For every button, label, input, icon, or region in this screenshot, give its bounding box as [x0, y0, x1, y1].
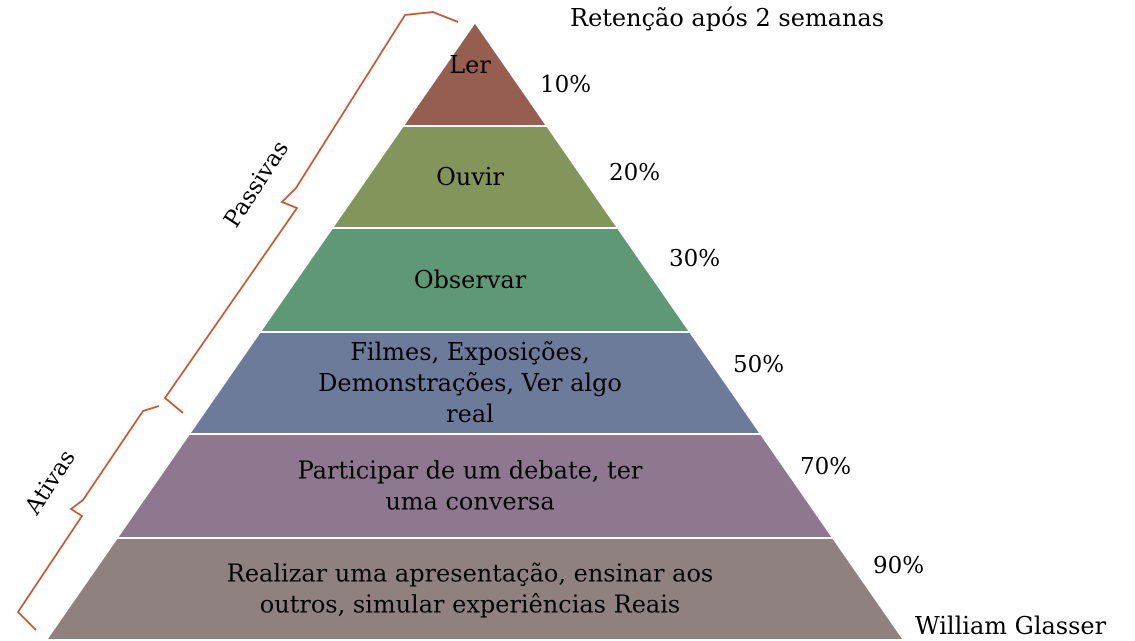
level-5-label-line-1: Participar de um debate, ter — [298, 457, 643, 485]
retention-title: Retenção após 2 semanas — [570, 4, 884, 32]
level-3-percent: 30% — [669, 246, 720, 272]
level-1-percent: 10% — [540, 72, 591, 98]
level-6-label-line-2: outros, simular experiências Reais — [260, 591, 680, 619]
active-bracket — [16, 405, 160, 631]
level-6-percent: 90% — [873, 553, 924, 579]
level-2-percent: 20% — [609, 160, 660, 186]
level-4-label-line-2: Demonstrações, Ver algo — [318, 369, 622, 397]
level-2-label-line-1: Ouvir — [436, 163, 504, 191]
pyramid-level-6 — [44, 537, 906, 641]
passive-label: Passivas — [219, 136, 294, 232]
level-4-label-line-1: Filmes, Exposições, — [350, 338, 589, 366]
pyramid-level-5 — [114, 433, 836, 539]
pyramid-levels: Ler Ouvir Observar Filmes, Exposições, Demon… — [44, 20, 906, 641]
level-1-label-line-1: Ler — [449, 51, 491, 79]
level-5-percent: 70% — [800, 454, 851, 480]
author-credit: William Glasser — [915, 612, 1107, 640]
level-5-label-line-2: uma conversa — [385, 488, 554, 516]
level-4-label-line-3: real — [446, 400, 494, 428]
level-6-label-line-1: Realizar uma apresentação, ensinar aos — [227, 560, 713, 588]
passive-bracket — [163, 11, 459, 414]
level-3-label-line-1: Observar — [414, 266, 527, 294]
level-4-percent: 50% — [733, 352, 784, 378]
